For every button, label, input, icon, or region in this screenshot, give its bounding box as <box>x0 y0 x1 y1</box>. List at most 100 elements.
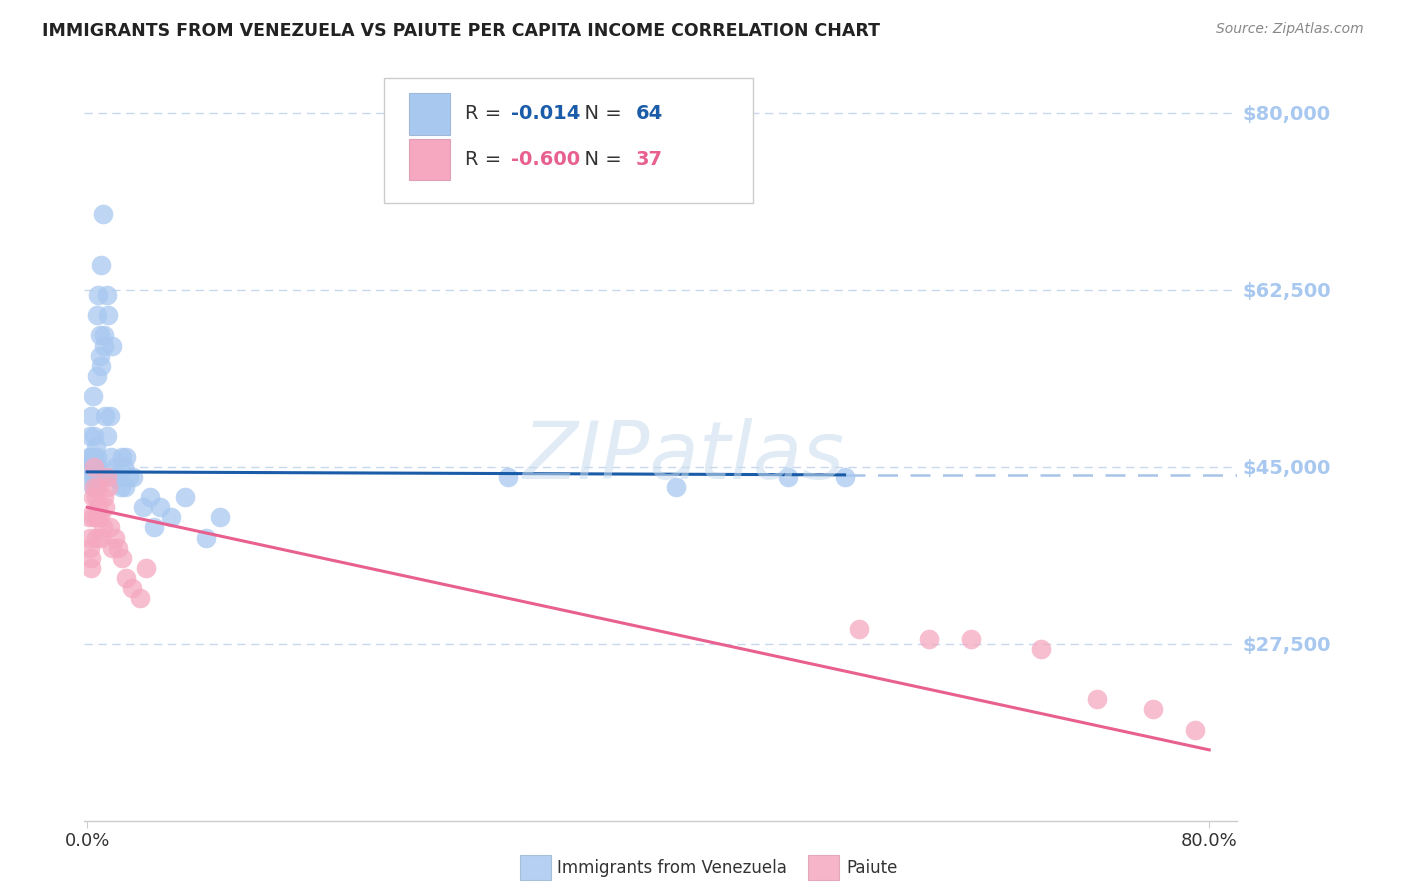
Text: Source: ZipAtlas.com: Source: ZipAtlas.com <box>1216 22 1364 37</box>
Text: 64: 64 <box>636 104 662 123</box>
Point <box>86 459 108 474</box>
FancyBboxPatch shape <box>384 78 754 202</box>
Point <box>83 470 105 484</box>
Point <box>121 581 143 595</box>
Point <box>79 541 101 555</box>
Y-axis label: Per Capita Income: Per Capita Income <box>0 359 8 524</box>
Point <box>86 450 108 464</box>
Point <box>94 500 117 515</box>
Point <box>79 459 101 474</box>
Text: IMMIGRANTS FROM VENEZUELA VS PAIUTE PER CAPITA INCOME CORRELATION CHART: IMMIGRANTS FROM VENEZUELA VS PAIUTE PER … <box>42 22 880 40</box>
Point <box>79 429 101 443</box>
Point <box>174 490 197 504</box>
Point <box>90 531 112 545</box>
Point <box>834 470 856 484</box>
Point <box>80 550 103 565</box>
Point <box>82 510 104 524</box>
FancyBboxPatch shape <box>409 93 450 135</box>
Point <box>112 459 135 474</box>
Point <box>84 531 107 545</box>
Point <box>98 409 121 424</box>
Point <box>77 510 100 524</box>
Point <box>104 531 127 545</box>
Text: N =: N = <box>572 104 628 123</box>
Point <box>97 480 120 494</box>
Point <box>101 541 124 555</box>
Point <box>83 480 105 494</box>
Point <box>122 470 145 484</box>
Text: Paiute: Paiute <box>846 859 898 877</box>
Point <box>114 480 136 494</box>
Point <box>80 561 103 575</box>
Point <box>848 622 870 636</box>
FancyBboxPatch shape <box>409 138 450 180</box>
Point <box>89 349 111 363</box>
Point <box>195 531 218 545</box>
Point <box>94 409 117 424</box>
Point <box>1184 723 1206 737</box>
Point <box>129 591 152 606</box>
Point <box>111 450 134 464</box>
Point <box>209 510 232 524</box>
Point <box>135 561 157 575</box>
Point <box>132 500 155 515</box>
Point <box>84 490 107 504</box>
Text: R =: R = <box>465 104 508 123</box>
Point <box>84 470 107 484</box>
Point <box>104 459 127 474</box>
Point <box>143 520 166 534</box>
Point <box>101 338 124 352</box>
Point <box>87 500 110 515</box>
Point <box>83 450 105 464</box>
Point <box>107 470 129 484</box>
Point <box>80 409 103 424</box>
Point <box>83 459 105 474</box>
Point <box>918 632 941 646</box>
Point <box>86 368 108 383</box>
Point <box>83 429 105 443</box>
Point <box>115 571 138 585</box>
Point <box>149 500 172 515</box>
Point <box>84 459 107 474</box>
Point <box>93 490 115 504</box>
Point <box>83 470 105 484</box>
Point <box>96 470 118 484</box>
Point <box>107 541 129 555</box>
Point <box>98 520 121 534</box>
Point <box>87 288 110 302</box>
Point <box>82 389 104 403</box>
Text: R =: R = <box>465 150 508 169</box>
Text: 37: 37 <box>636 150 662 169</box>
Point <box>86 470 108 484</box>
Point <box>86 510 108 524</box>
Point <box>100 450 122 464</box>
Point <box>84 440 107 454</box>
Point <box>111 550 134 565</box>
Point <box>1085 692 1108 706</box>
Point <box>84 480 107 494</box>
Point <box>115 450 138 464</box>
Point <box>87 459 110 474</box>
Text: N =: N = <box>572 150 628 169</box>
Point <box>96 288 118 302</box>
Point <box>93 338 115 352</box>
Point <box>87 480 110 494</box>
Point <box>103 470 125 484</box>
Point <box>496 470 519 484</box>
Point <box>91 207 114 221</box>
Point <box>90 359 112 373</box>
Point <box>80 450 103 464</box>
Point <box>665 480 688 494</box>
Point <box>959 632 981 646</box>
Point <box>118 470 141 484</box>
Point <box>97 308 120 322</box>
Point <box>84 459 107 474</box>
Point <box>79 531 101 545</box>
Point <box>110 480 132 494</box>
Point <box>139 490 162 504</box>
Text: -0.600: -0.600 <box>510 150 581 169</box>
Point <box>93 328 115 343</box>
Point <box>1142 702 1164 716</box>
Point <box>77 450 100 464</box>
Point <box>87 470 110 484</box>
